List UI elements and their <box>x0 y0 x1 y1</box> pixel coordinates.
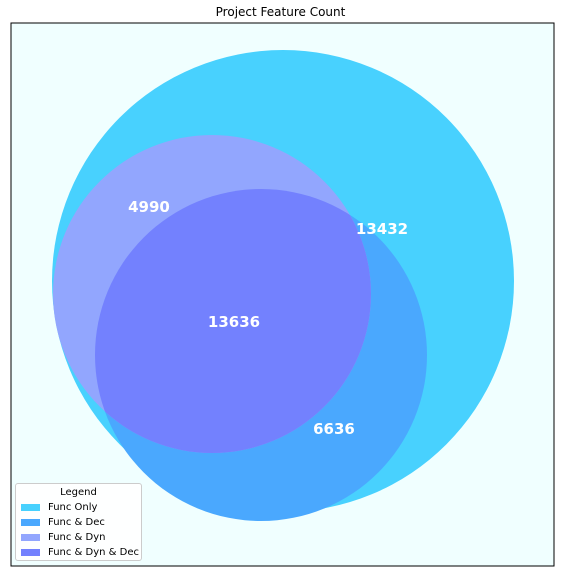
region-label-func-dec: 6636 <box>313 420 355 438</box>
legend-swatch-func-dec <box>21 519 40 526</box>
region-label-func-dyn-dec: 13636 <box>208 313 260 331</box>
legend-label: Func & Dyn & Dec <box>48 547 139 558</box>
legend-item-func-dyn-dec: Func & Dyn & Dec <box>16 545 141 560</box>
legend-item-func-only: Func Only <box>16 500 141 515</box>
legend-label: Func & Dyn <box>48 532 106 543</box>
region-label-func-dyn: 4990 <box>128 198 170 216</box>
legend-title: Legend <box>60 487 97 498</box>
legend-item-func-dec: Func & Dec <box>16 515 141 530</box>
legend-item-func-dyn: Func & Dyn <box>16 530 141 545</box>
legend-label: Func & Dec <box>48 517 105 528</box>
legend: Legend Func Only Func & Dec Func & Dyn F… <box>15 483 142 561</box>
legend-label: Func Only <box>48 502 98 513</box>
region-label-func-only: 13432 <box>356 220 408 238</box>
legend-swatch-func-only <box>21 504 40 511</box>
chart-title: Project Feature Count <box>215 5 346 19</box>
legend-swatch-func-dyn <box>21 534 40 541</box>
legend-swatch-func-dyn-dec <box>21 549 40 556</box>
